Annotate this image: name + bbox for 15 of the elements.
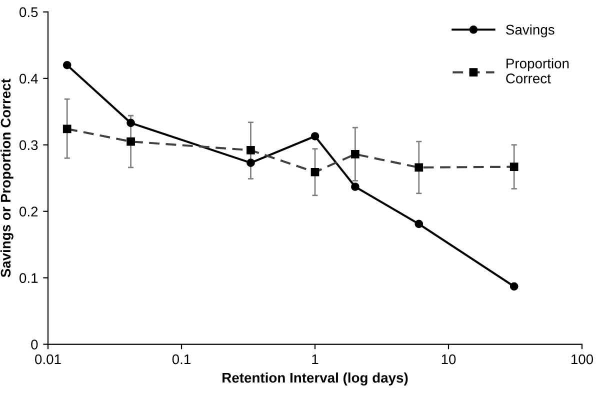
y-tick-label: 0.4 <box>20 74 38 84</box>
x-axis-title: Retention Interval (log days) <box>222 372 408 386</box>
x-tick-label: 1 <box>312 354 318 364</box>
y-tick-label: 0.3 <box>20 140 38 150</box>
legend-label: Savings <box>506 24 554 38</box>
y-tick-label: 0 <box>31 340 38 350</box>
x-tick-label: 0.1 <box>172 354 190 364</box>
legend-label: Proportion Correct <box>506 58 569 84</box>
y-tick-label: 0.1 <box>20 273 38 283</box>
y-axis-title: Savings or Proportion Correct <box>0 78 14 278</box>
x-tick-label: 10 <box>442 354 456 364</box>
x-tick-label: 0.01 <box>35 354 61 364</box>
y-tick-label: 0.5 <box>20 7 38 18</box>
x-tick-label: 100 <box>571 354 594 364</box>
y-tick-label: 0.2 <box>20 206 38 217</box>
